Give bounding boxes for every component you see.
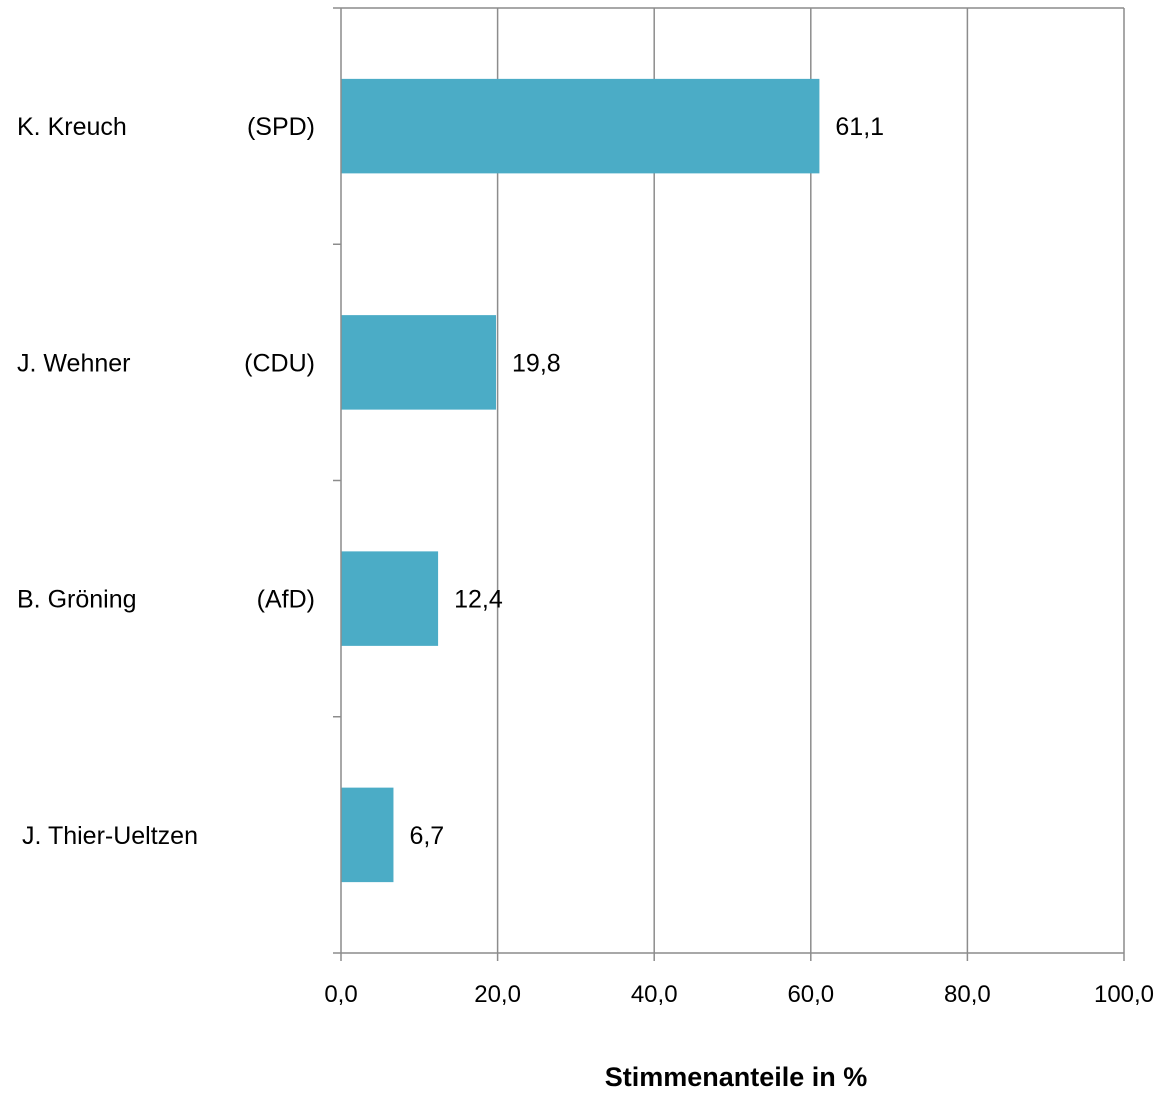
data-label-1: 19,8 <box>512 349 561 377</box>
x-tick-label-2: 40,0 <box>631 981 678 1008</box>
category-name-3: J. Thier-Ueltzen <box>22 822 198 850</box>
bar-2 <box>341 551 439 646</box>
x-tick-label-0: 0,0 <box>324 981 357 1008</box>
bar-3 <box>341 787 394 883</box>
bar-1 <box>341 315 497 410</box>
category-party-2: (AfD) <box>257 586 315 614</box>
category-party-1: (CDU) <box>244 349 315 377</box>
x-tick-label-3: 60,0 <box>787 981 834 1008</box>
category-name-1: J. Wehner <box>17 349 130 377</box>
data-label-2: 12,4 <box>454 586 503 614</box>
labels: 61,1 19,8 12,4 6,7 0,0 20,0 40,0 60,0 80,0 100,0 K… <box>17 113 1154 1008</box>
category-name-2: B. Gröning <box>17 586 137 614</box>
axes <box>333 7 1125 961</box>
x-tick-label-5: 100,0 <box>1094 981 1154 1008</box>
x-tick-label-1: 20,0 <box>474 981 521 1008</box>
category-party-0: (SPD) <box>247 113 315 141</box>
data-label-0: 61,1 <box>835 113 884 141</box>
category-name-0: K. Kreuch <box>17 113 127 141</box>
x-tick-label-4: 80,0 <box>944 981 991 1008</box>
bar-0 <box>341 78 820 174</box>
data-label-3: 6,7 <box>409 822 444 850</box>
bars <box>341 78 820 883</box>
x-axis-title: Stimmenanteile in % <box>605 1062 868 1092</box>
